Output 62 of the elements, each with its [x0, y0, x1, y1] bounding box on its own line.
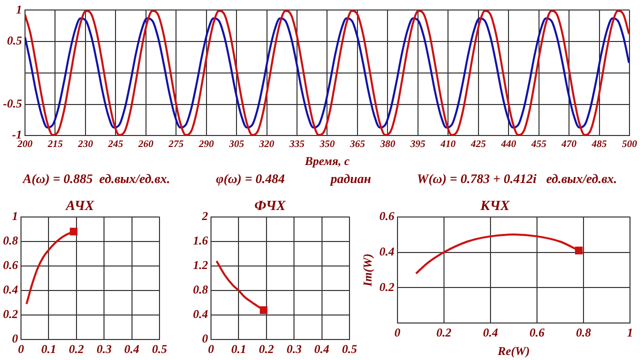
- y-tick-label: 0.6: [379, 208, 394, 223]
- x-tick-label: 455: [530, 139, 546, 150]
- text: радиан: [330, 171, 372, 187]
- x-tick-label: 290: [198, 139, 214, 150]
- x-tick-label: 0.2: [68, 342, 84, 356]
- x-axis-title: Re(W): [496, 344, 530, 358]
- x-tick-label: 0.3: [96, 342, 112, 356]
- x-tick-label: 0.4: [124, 342, 140, 356]
- x-tick-label: 1: [627, 325, 633, 340]
- x-tick-label: 0.2: [436, 325, 452, 340]
- y-tick-label: 0.8: [193, 282, 208, 297]
- x-tick-label: 275: [168, 139, 184, 150]
- x-tick-label: 335: [288, 139, 305, 150]
- x-tick-label: 200: [16, 139, 32, 150]
- y-tick-label: 1: [16, 2, 22, 16]
- y-axis-title: Im(W): [360, 254, 374, 288]
- x-tick-label: 0.1: [41, 342, 56, 356]
- x-tick-label: 395: [409, 139, 426, 150]
- x-tick-label: 230: [76, 139, 93, 150]
- text: W(ω) = 0.783 + 0.412i ед.вых/ед.вх.: [416, 171, 618, 187]
- x-tick-label: 0.2: [258, 342, 274, 356]
- x-tick-label: 0.4: [482, 325, 498, 340]
- x-tick-label: 485: [590, 139, 607, 150]
- text: φ(ω) = 0.484: [216, 171, 285, 187]
- y-tick-label: -0.5: [2, 96, 22, 110]
- y-tick-label: 1: [12, 208, 18, 223]
- x-tick-label: 245: [107, 139, 124, 150]
- x-tick-label: 0.3: [286, 342, 302, 356]
- x-tick-label: 260: [137, 139, 154, 150]
- x-axis-title: Время, с: [304, 154, 350, 168]
- chart-title: КЧХ: [479, 199, 510, 214]
- x-tick-label: 380: [379, 139, 396, 150]
- y-tick-label: 0.2: [379, 280, 394, 294]
- x-tick-label: 305: [228, 139, 244, 150]
- y-tick-label: 1.2: [193, 258, 208, 272]
- x-tick-label: 410: [440, 139, 456, 150]
- x-tick-label: 500: [622, 139, 637, 150]
- x-tick-label: 440: [500, 139, 516, 150]
- x-tick-label: 470: [560, 139, 577, 150]
- y-tick-label: 0.2: [3, 307, 18, 322]
- y-tick-label: 0.4: [193, 307, 208, 322]
- y-tick-label: 0.5: [6, 34, 22, 48]
- x-tick-label: 365: [348, 139, 365, 150]
- y-tick-label: 0.4: [379, 244, 394, 258]
- chart-title: АЧХ: [64, 199, 95, 214]
- x-tick-label: 215: [46, 139, 63, 150]
- y-tick-label: 0.4: [3, 282, 18, 297]
- x-tick-label: 0.1: [231, 342, 246, 356]
- y-tick-label: 2: [201, 208, 208, 223]
- y-tick-label: 0.6: [3, 258, 18, 272]
- x-tick-label: 0.6: [529, 325, 544, 340]
- chart-title: ФЧХ: [254, 199, 286, 214]
- x-tick-label: 0.5: [342, 342, 357, 356]
- y-tick-label: 0.8: [3, 233, 18, 248]
- x-tick-label: 350: [318, 139, 335, 150]
- x-tick-label: 320: [258, 139, 274, 150]
- x-tick-label: 0.5: [152, 342, 167, 356]
- x-tick-label: 425: [470, 139, 486, 150]
- x-tick-label: 0.8: [576, 325, 591, 340]
- y-tick-label: 1.6: [193, 233, 208, 248]
- text: A(ω) = 0.885 ед.вых/ед.вх.: [22, 171, 170, 187]
- x-tick-label: 0.4: [314, 342, 330, 356]
